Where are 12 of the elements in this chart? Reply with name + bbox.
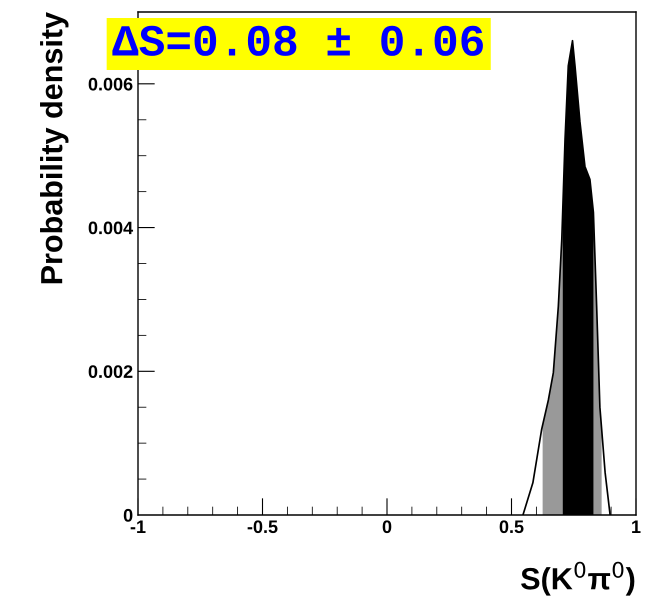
annotation: ΔS=0.08 ± 0.06 xyxy=(112,26,483,56)
x-tick-label: 1 xyxy=(632,520,641,533)
x-tick-label: 0.5 xyxy=(500,520,524,534)
x-tick-label: -0.5 xyxy=(248,520,278,534)
x-tick-label: -1 xyxy=(130,520,146,533)
y-tick-label: 0.006 xyxy=(88,78,132,91)
x-tick-label: 0 xyxy=(382,520,392,534)
y-tick-label: 0.004 xyxy=(88,222,134,234)
x-axis-title: S(K$^{0}$π$^{0}$) xyxy=(521,562,634,596)
y-axis-title: Probability density xyxy=(40,12,69,284)
y-tick-label: 0.002 xyxy=(88,365,132,378)
y-tick-label: 0 xyxy=(124,508,132,522)
